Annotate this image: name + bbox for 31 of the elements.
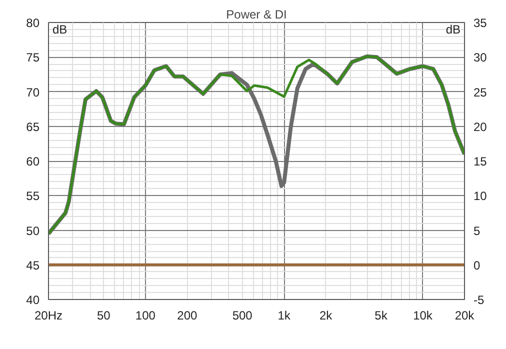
y-tick-label: 80 <box>26 16 40 30</box>
y2-tick-label: 15 <box>474 154 488 168</box>
y-tick-label: 60 <box>26 154 40 168</box>
x-tick-label: 20k <box>454 308 476 322</box>
y2-tick-label: 10 <box>474 189 488 204</box>
y2-tick-label: -5 <box>474 293 484 307</box>
x-tick-label: 10k <box>413 308 434 322</box>
x-tick-label: 5k <box>374 308 388 322</box>
chart-title: Power & DI <box>226 8 287 22</box>
y-tick-label: 65 <box>26 120 40 134</box>
y-axis-title: dB <box>52 22 68 36</box>
y-tick-label: 55 <box>26 189 40 204</box>
x-tick-label: 200 <box>177 308 198 322</box>
y-tick-label: 75 <box>26 50 40 65</box>
y-tick-label: 70 <box>26 85 40 100</box>
y-tick-label: 50 <box>26 224 40 238</box>
y2-tick-label: 0 <box>474 258 480 272</box>
y-tick-label: 40 <box>26 293 40 307</box>
y2-tick-label: 30 <box>474 50 488 65</box>
y2-tick-label: 25 <box>474 85 488 100</box>
y-tick-label: 45 <box>26 258 40 272</box>
x-tick-label: 500 <box>232 308 253 322</box>
y2-tick-label: 20 <box>474 120 488 134</box>
y2-tick-label: 5 <box>474 224 480 238</box>
x-tick-label: 20Hz <box>34 308 63 322</box>
x-tick-label: 100 <box>135 308 156 322</box>
x-tick-label: 50 <box>97 308 111 322</box>
y2-axis-title: dB <box>446 22 461 36</box>
x-tick-label: 1k <box>278 308 292 322</box>
x-tick-label: 2k <box>319 308 334 322</box>
y2-tick-label: 35 <box>474 16 488 30</box>
